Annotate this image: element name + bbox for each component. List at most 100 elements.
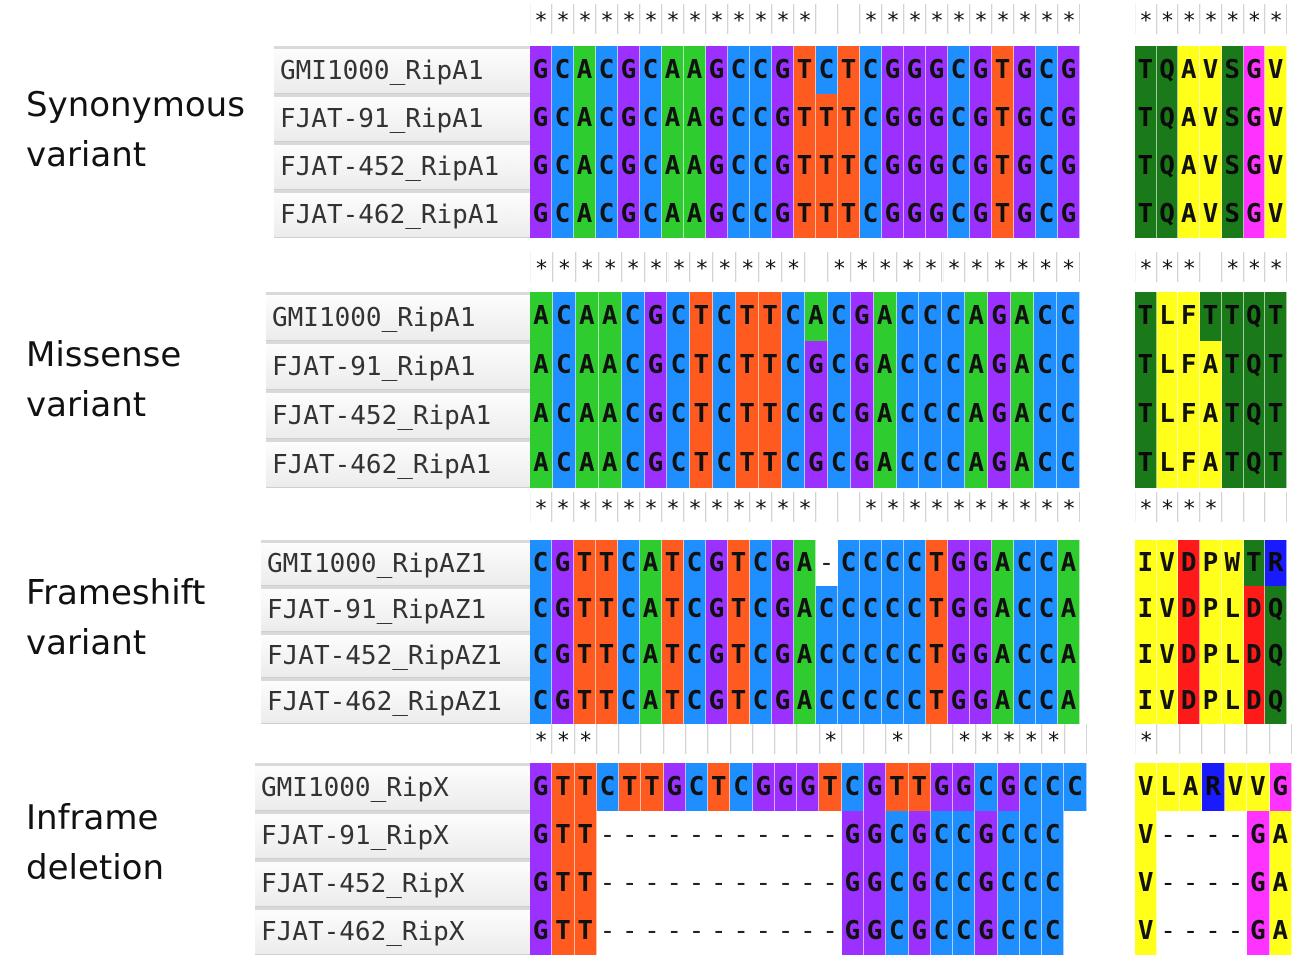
variant-label-line: variant [26, 385, 147, 425]
conservation-mark: * [574, 492, 596, 522]
nucleotide-cell: G [948, 540, 970, 586]
nucleotide-cell: T [759, 390, 782, 439]
conservation-mark [816, 4, 838, 34]
amino-acid-cell: T [1221, 292, 1244, 341]
sequence-name: FJAT-462_RipA1 [266, 439, 530, 488]
nucleotide-cell: G [904, 94, 926, 142]
nucleotide-cell: A [662, 190, 684, 238]
nucleotide-cell: T [662, 678, 684, 724]
nucleotide-cell: G [926, 94, 948, 142]
amino-acid-cell: G [1243, 94, 1266, 142]
nucleotide-cell: C [1042, 811, 1065, 859]
nucleotide-cell: C [1036, 540, 1058, 586]
nucleotide-cell: C [896, 390, 920, 439]
conservation-mark: * [942, 252, 966, 282]
conservation-mark: * [873, 252, 897, 282]
nucleotide-cell: A [574, 94, 596, 142]
nucleotide-cell: - [797, 907, 820, 955]
nucleotide-cell: C [596, 190, 618, 238]
nucleotide-cell: G [882, 46, 904, 94]
amino-acid-cell: Q [1243, 341, 1266, 390]
sequence-name: GMI1000_RipA1 [274, 46, 530, 94]
nucleotide-cell: C [621, 341, 645, 390]
nucleotide-cell: C [948, 46, 970, 94]
nucleotide-cell [1064, 907, 1087, 955]
conservation-mark: * [860, 4, 882, 34]
nucleotide-cell: G [904, 46, 926, 94]
nucleotide-cell: C [1019, 859, 1043, 907]
conservation-mark [619, 724, 642, 754]
amino-acid-cell: S [1221, 142, 1244, 190]
conservation-mark: * [975, 724, 998, 754]
conservation-mark: * [1156, 252, 1179, 282]
nucleotide-cell: G [1014, 94, 1036, 142]
nucleotide-cell: C [948, 142, 970, 190]
nucleotide-cell: C [886, 907, 909, 955]
nucleotide-cell: G [841, 811, 864, 859]
nucleotide-cell: C [1036, 46, 1058, 94]
conservation-mark: * [621, 252, 645, 282]
amino-acid-cell: - [1202, 859, 1225, 907]
nucleotide-cell: C [667, 341, 691, 390]
nucleotide-cell: T [728, 540, 750, 586]
amino-acid-cell: W [1221, 540, 1244, 586]
nucleotide-cell: G [904, 190, 926, 238]
nucleotide-cell: G [644, 292, 668, 341]
amino-acid-cell: T [1265, 439, 1287, 488]
nucleotide-cell: A [965, 341, 989, 390]
nucleotide-cell: C [530, 678, 552, 724]
amino-acid-cell: A [1200, 341, 1222, 390]
conservation-mark [841, 724, 865, 754]
nucleotide-cell: A [574, 46, 596, 94]
amino-acid-cell: T [1135, 142, 1157, 190]
conservation-mark [730, 724, 753, 754]
nucleotide-cell: T [992, 94, 1014, 142]
conservation-mark: * [684, 492, 706, 522]
nucleotide-cell: G [850, 439, 874, 488]
nucleotide-cell: C [1036, 142, 1058, 190]
nucleotide-cell: C [552, 46, 574, 94]
amino-acid-cell: V [1200, 94, 1222, 142]
nucleotide-cell: G [882, 94, 904, 142]
amino-acid-cell: - [1157, 907, 1180, 955]
conservation-mark: * [1200, 4, 1222, 34]
nucleotide-cell: A [1058, 678, 1080, 724]
nucleotide-cell: A [684, 46, 706, 94]
nucleotide-cell: - [752, 859, 775, 907]
nucleotide-cell: G [644, 439, 668, 488]
conservation-mark: * [926, 4, 948, 34]
nucleotide-cell: G [618, 142, 640, 190]
conservation-mark: * [1058, 4, 1080, 34]
nucleotide-cell: G [530, 811, 553, 859]
nucleotide-cell: G [618, 190, 640, 238]
nucleotide-cell: G [644, 341, 668, 390]
conservation-mark: * [1178, 252, 1201, 282]
nucleotide-cell: A [1011, 292, 1034, 341]
aa-conservation-row: * [1135, 724, 1292, 754]
amino-acid-cell: - [1202, 907, 1225, 955]
nucleotide-cell: C [530, 632, 552, 678]
nucleotide-cell: C [1014, 632, 1036, 678]
nucleotide-cell: C [596, 142, 618, 190]
nucleotide-cell: T [736, 439, 760, 488]
amino-acid-cell: T [1200, 292, 1222, 341]
conservation-mark: * [1265, 4, 1287, 34]
nucleotide-cell: A [530, 390, 553, 439]
nucleotide-cell: G [752, 763, 775, 811]
conservation-mark: * [919, 252, 943, 282]
nucleotide-cell: A [684, 190, 706, 238]
nucleotide-cell: C [552, 142, 574, 190]
variant-label-line: variant [26, 135, 147, 175]
nucleotide-cell: C [1042, 763, 1065, 811]
amino-acid-cell: V [1200, 142, 1222, 190]
nucleotide-cell: C [930, 859, 954, 907]
nucleotide-cell: C [684, 586, 706, 632]
conservation-mark [663, 724, 686, 754]
nucleotide-cell: T [838, 190, 860, 238]
amino-acid-cell: V [1135, 763, 1158, 811]
nucleotide-cell: C [1033, 292, 1057, 341]
conservation-mark: * [1200, 492, 1222, 522]
nucleotide-cell: C [882, 586, 904, 632]
